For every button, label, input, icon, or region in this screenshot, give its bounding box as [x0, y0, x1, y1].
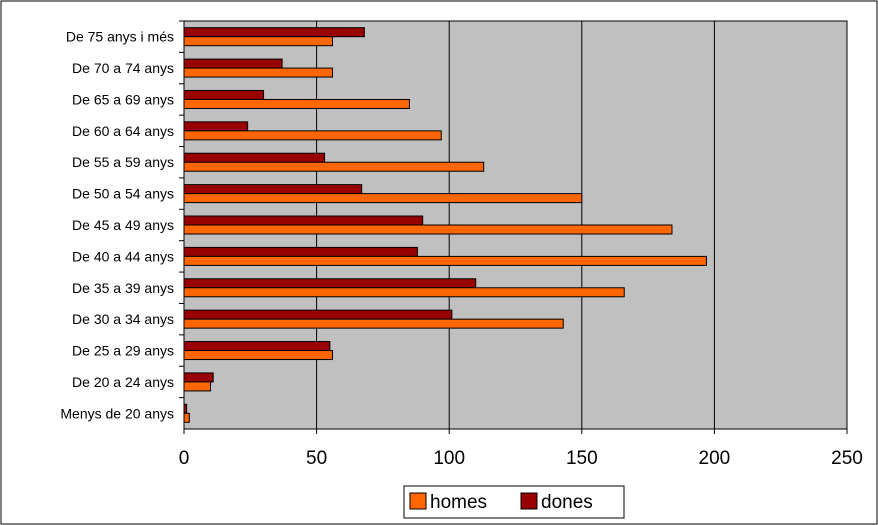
- bar-homes: [183, 98, 410, 109]
- bar-homes: [183, 36, 334, 47]
- bar-dones: [183, 403, 188, 414]
- x-tick-label-250: 250: [831, 448, 863, 469]
- bar-dones: [183, 152, 326, 163]
- bar-dones: [183, 89, 265, 100]
- bar-homes: [183, 350, 334, 361]
- category-label: De 30 a 34 anys: [72, 311, 174, 327]
- bar-dones: [183, 341, 331, 352]
- category-label: De 65 a 69 anys: [72, 91, 174, 107]
- category-label: Menys de 20 anys: [60, 405, 174, 421]
- bar-homes: [183, 224, 673, 235]
- category-label: De 55 a 59 anys: [72, 154, 174, 170]
- x-tick-label-50: 50: [306, 448, 327, 469]
- bar-homes: [183, 287, 625, 298]
- category-label: De 70 a 74 anys: [72, 60, 174, 76]
- bar-homes: [183, 412, 190, 423]
- legend-label-dones: dones: [541, 492, 593, 513]
- bar-dones: [183, 184, 363, 195]
- bar-dones: [183, 278, 477, 289]
- bar-homes: [183, 255, 707, 266]
- category-labels: Menys de 20 anys De 20 a 24 anys De 25 a 2…: [60, 20, 184, 421]
- category-label: De 35 a 39 anys: [72, 280, 174, 296]
- bar-homes: [183, 130, 442, 141]
- bar-dones: [183, 246, 418, 257]
- x-tick-label-200: 200: [699, 448, 731, 469]
- category-label: De 20 a 24 anys: [72, 374, 174, 390]
- bar-homes: [183, 67, 334, 78]
- category-label: De 75 anys i més: [66, 29, 174, 45]
- x-tick-label-100: 100: [433, 448, 465, 469]
- bar-homes: [183, 161, 485, 172]
- legend-swatch-dones: [520, 492, 538, 510]
- legend: homes dones: [403, 485, 625, 519]
- legend-label-homes: homes: [430, 492, 487, 513]
- bar-homes: [183, 318, 564, 329]
- category-label: De 25 a 29 anys: [72, 343, 174, 359]
- x-tick-label-0: 0: [179, 448, 190, 469]
- bar-dones: [183, 121, 249, 132]
- bar-dones: [183, 309, 453, 320]
- bar-homes: [183, 381, 212, 392]
- x-axis-ticks: 0 50 100 150 200 250: [179, 429, 863, 469]
- bar-homes: [183, 193, 583, 204]
- bar-dones: [183, 215, 424, 226]
- legend-swatch-homes: [409, 492, 427, 510]
- bar-dones: [183, 58, 283, 69]
- bars: [183, 27, 707, 423]
- category-label: De 45 a 49 anys: [72, 217, 174, 233]
- category-label: De 40 a 44 anys: [72, 248, 174, 264]
- legend-box: [403, 485, 625, 519]
- bar-dones: [183, 372, 214, 383]
- category-label: De 50 a 54 anys: [72, 186, 174, 202]
- category-label: De 60 a 64 anys: [72, 123, 174, 139]
- bar-dones: [183, 27, 365, 38]
- x-tick-label-150: 150: [566, 448, 598, 469]
